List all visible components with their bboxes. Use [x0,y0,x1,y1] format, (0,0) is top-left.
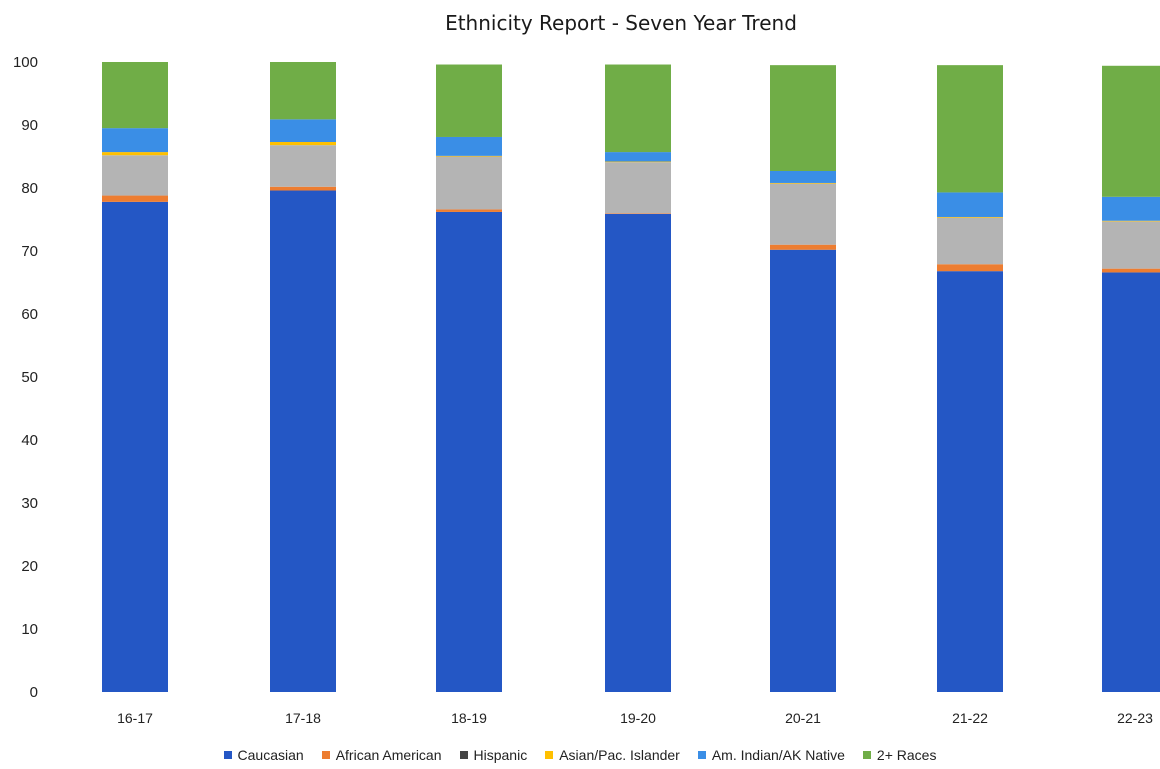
bar-segment [605,162,671,214]
x-tick-label: 20-21 [785,710,821,726]
legend-label: Asian/Pac. Islander [559,747,680,763]
bar-segment [102,155,168,196]
legend-label: Hispanic [473,747,528,763]
bar-segment [1102,220,1160,222]
bar-segment [436,64,502,137]
bar-segment [436,156,502,210]
bar-segment [1102,65,1160,197]
bar-segment [770,183,836,245]
y-tick-label: 50 [21,369,38,386]
bar-segment [102,62,168,129]
bar-segment [270,119,336,143]
legend-swatch [862,751,871,759]
y-tick-label: 40 [21,432,38,449]
legend-swatch [697,751,706,759]
legend-swatch [545,751,554,759]
bar-segment [270,62,336,120]
bars [102,62,1160,693]
legend-item: African American [321,747,442,763]
legend-label: 2+ Races [876,747,937,763]
y-tick-label: 10 [21,621,38,638]
bar-segment [937,264,1003,272]
bar-segment [1102,268,1160,273]
bar-segment [605,213,671,214]
legend-swatch [321,751,330,759]
bar-segment [270,186,336,191]
legend-item: Hispanic [459,747,528,763]
y-axis: 0 10 20 30 40 50 60 70 80 90 100 [13,54,38,701]
chart-title: Ethnicity Report - Seven Year Trend [445,11,797,35]
bar-segment [937,271,1003,692]
bar-segment [1102,272,1160,692]
bar-segment [770,244,836,250]
y-tick-label: 90 [21,117,38,134]
x-axis: 16-17 17-18 18-19 19-20 20-21 21-22 22-23 [117,710,1153,726]
bar-segment [1102,221,1160,269]
bar-segment [937,192,1003,217]
bar-segment [605,161,671,163]
y-tick-label: 20 [21,558,38,575]
bar-segment [270,145,336,187]
legend-swatch [223,751,232,759]
bar-segment [102,128,168,153]
bar-segment [436,211,502,692]
y-tick-label: 100 [13,54,38,71]
legend: Caucasian African American Hispanic Asian/P… [0,747,1160,763]
x-tick-label: 21-22 [952,710,988,726]
legend-swatch [459,751,468,759]
legend-label: African American [335,747,442,763]
x-tick-label: 18-19 [451,710,487,726]
bar-segment [937,217,1003,265]
bar-segment [270,190,336,692]
bar-segment [102,195,168,202]
bar-segment [770,170,836,183]
bar-segment [102,152,168,156]
legend-item: 2+ Races [862,747,937,763]
bar-segment [436,209,502,212]
y-tick-label: 30 [21,495,38,512]
bar-segment [605,152,671,162]
x-tick-label: 19-20 [620,710,656,726]
legend-item: Caucasian [223,747,304,763]
bar-segment [270,142,336,146]
bar-segment [937,65,1003,193]
bar-segment [1102,196,1160,221]
y-tick-label: 60 [21,306,38,323]
bar-segment [770,65,836,171]
x-tick-label: 17-18 [285,710,321,726]
bar-segment [436,155,502,157]
x-tick-label: 16-17 [117,710,153,726]
legend-item: Am. Indian/AK Native [697,747,845,763]
bar-segment [605,213,671,692]
y-tick-label: 0 [30,684,38,701]
legend-label: Caucasian [237,747,304,763]
bar-segment [770,249,836,693]
legend-label: Am. Indian/AK Native [711,747,845,763]
bar-segment [436,136,502,156]
bar-segment [770,182,836,184]
y-tick-label: 80 [21,180,38,197]
bar-segment [102,201,168,693]
y-tick-label: 70 [21,243,38,260]
bar-segment [605,64,671,153]
x-tick-label: 22-23 [1117,710,1153,726]
stacked-bar-chart: Ethnicity Report - Seven Year Trend 0 10 2… [13,11,1160,726]
bar-segment [937,216,1003,218]
legend-item: Asian/Pac. Islander [545,747,680,763]
